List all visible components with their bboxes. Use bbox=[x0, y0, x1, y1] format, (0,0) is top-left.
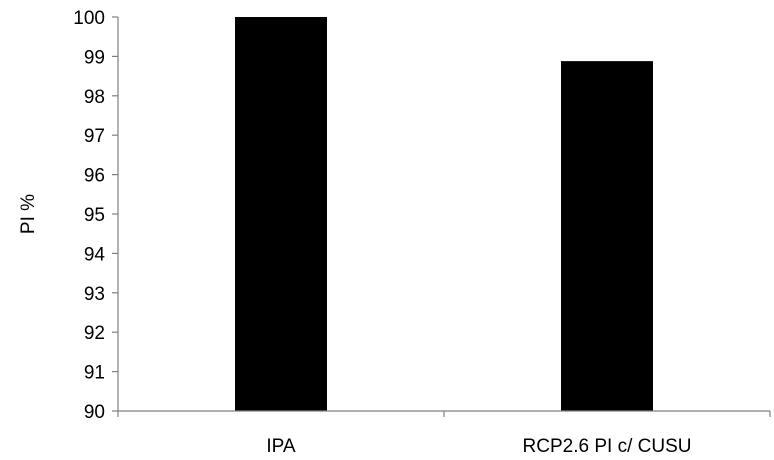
bar-1 bbox=[235, 17, 327, 411]
bars bbox=[235, 17, 653, 412]
axes bbox=[117, 17, 771, 417]
y-tick-label: 96 bbox=[84, 166, 105, 187]
y-tick-label: 99 bbox=[84, 47, 105, 68]
y-tick-label: 91 bbox=[84, 363, 105, 384]
x-tick-label: RCP2.6 PI c/ CUSU bbox=[523, 436, 692, 457]
y-tick-label: 100 bbox=[73, 8, 105, 29]
y-tick-label: 90 bbox=[84, 402, 105, 423]
y-tick-label: 93 bbox=[84, 284, 105, 305]
x-axis-ticks: IPA RCP2.6 PI c/ CUSU bbox=[266, 436, 691, 457]
y-tick-label: 97 bbox=[84, 126, 105, 147]
y-tick-label: 92 bbox=[84, 323, 105, 344]
y-tick-label: 94 bbox=[84, 244, 106, 265]
y-axis-title: PI % bbox=[18, 194, 39, 234]
y-axis-ticks: 90 91 92 93 94 95 96 97 98 99 100 bbox=[73, 8, 118, 423]
bar-2 bbox=[561, 61, 653, 412]
x-tick-label: IPA bbox=[266, 436, 296, 457]
y-tick-label: 95 bbox=[84, 205, 105, 226]
y-tick-label: 98 bbox=[84, 87, 105, 108]
